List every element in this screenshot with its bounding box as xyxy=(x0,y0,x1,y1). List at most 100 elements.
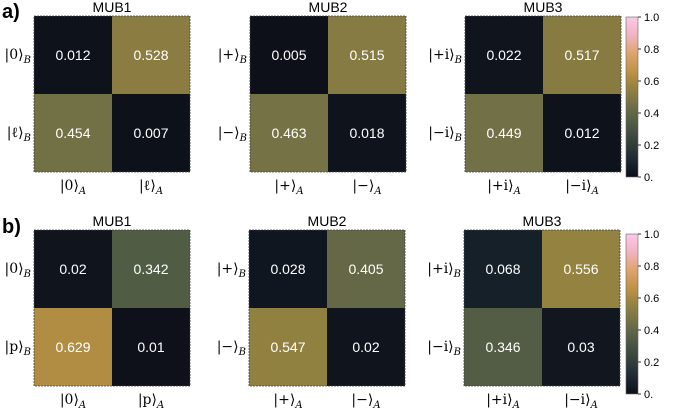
cell-value-label: 0.517 xyxy=(564,47,599,63)
heatmap-cell xyxy=(328,94,406,172)
heatmap-cell xyxy=(328,16,406,94)
row-ket-label: |−i⟩B xyxy=(427,339,461,358)
colorbar-tick-label: 1.0 xyxy=(644,229,659,241)
col-ket-label: |+i⟩A xyxy=(487,178,521,197)
cell-value-label: 0.405 xyxy=(348,261,383,277)
subplot-mub3: MUB3 0.022 0.517 0.449 0.012 |+i⟩B |−i⟩B |+i⟩A |… xyxy=(428,0,622,197)
panel-b: b) MUB1 0.02 0.342 0.629 0.01 |0⟩B |p⟩B |0⟩A |p⟩A… xyxy=(2,213,659,411)
subplot-title: MUB1 xyxy=(93,213,132,229)
grid-frame xyxy=(33,229,191,387)
cell-value-label: 0.012 xyxy=(564,125,599,141)
cell-value-label: 0.028 xyxy=(270,261,305,277)
row-ket-label: |+i⟩B xyxy=(428,47,462,66)
heatmap-cell xyxy=(543,94,621,172)
cell-value-label: 0.068 xyxy=(485,261,520,277)
grid-frame xyxy=(463,229,621,387)
cell-value-label: 0.556 xyxy=(563,261,598,277)
colorbar-frame xyxy=(625,233,639,395)
panel-label: b) xyxy=(2,216,21,238)
colorbar-tick-label: 0.8 xyxy=(644,44,659,56)
colorbar-frame xyxy=(625,16,639,178)
cell-value-label: 0.02 xyxy=(352,339,379,355)
heatmap-cell xyxy=(249,230,327,308)
colorbar-tick-label: 0.4 xyxy=(644,325,659,337)
cell-value-label: 0.515 xyxy=(349,47,384,63)
row-ket-label: |0⟩B xyxy=(5,261,31,280)
colorbar-tick-label: 0.6 xyxy=(644,293,659,305)
heatmap-cell xyxy=(250,16,328,94)
colorbar-tick-label: 0.8 xyxy=(644,261,659,273)
cell-value-label: 0.629 xyxy=(55,339,90,355)
col-ket-label: |−⟩A xyxy=(351,392,380,411)
heatmap-cell xyxy=(112,308,190,386)
row-ket-label: |ℓ⟩B xyxy=(7,125,31,144)
panel-label: a) xyxy=(2,1,20,23)
cell-value-label: 0.01 xyxy=(137,339,164,355)
cell-value-label: 0.547 xyxy=(270,339,305,355)
colorbar-tick-label: 1.0 xyxy=(644,12,659,24)
cell-value-label: 0.346 xyxy=(485,339,520,355)
subplot-title: MUB2 xyxy=(309,0,348,15)
row-ket-label: |0⟩B xyxy=(5,47,31,66)
colorbar-tick-label: 0.6 xyxy=(644,76,659,88)
cell-value-label: 0.012 xyxy=(55,47,90,63)
colorbar-gradient xyxy=(626,234,638,394)
colorbar-gradient xyxy=(626,17,638,177)
subplot-mub2: MUB2 0.028 0.405 0.547 0.02 |+⟩B |−⟩B |+⟩A |−⟩A xyxy=(217,213,406,411)
heatmap-cell xyxy=(464,230,542,308)
colorbar-tick-label: 0.2 xyxy=(644,140,659,152)
cell-value-label: 0.02 xyxy=(59,261,86,277)
cell-value-label: 0.449 xyxy=(486,125,521,141)
heatmap-cell xyxy=(464,308,542,386)
subplot-mub2: MUB2 0.005 0.515 0.463 0.018 |+⟩B |−⟩B |+⟩A |−⟩A xyxy=(218,0,407,197)
row-ket-label: |−i⟩B xyxy=(428,125,462,144)
col-ket-label: |−i⟩A xyxy=(565,178,599,197)
heatmap-cell xyxy=(327,230,405,308)
grid-frame xyxy=(33,15,191,173)
cell-value-label: 0.022 xyxy=(486,47,521,63)
heatmap-cell xyxy=(542,308,620,386)
col-ket-label: |+⟩A xyxy=(274,178,303,197)
col-ket-label: |0⟩A xyxy=(60,392,86,411)
colorbar-tick-label: 0.2 xyxy=(644,357,659,369)
cell-value-label: 0.463 xyxy=(271,125,306,141)
col-ket-label: |−i⟩A xyxy=(564,392,598,411)
heatmap-cell xyxy=(34,94,112,172)
cell-value-label: 0.03 xyxy=(567,339,594,355)
colorbar-tick-label: 0.4 xyxy=(644,108,659,120)
heatmap-cell xyxy=(327,308,405,386)
col-ket-label: |+⟩A xyxy=(273,392,302,411)
heatmap-cell xyxy=(543,16,621,94)
col-ket-label: |+i⟩A xyxy=(486,392,520,411)
colorbar: 1.0 0.8 0.6 0.4 0.2 0. xyxy=(625,229,659,401)
grid-frame xyxy=(464,15,622,173)
colorbar-tick-label: 0. xyxy=(644,172,653,184)
col-ket-label: |0⟩A xyxy=(60,178,86,197)
subplot-title: MUB3 xyxy=(524,0,563,15)
row-ket-label: |p⟩B xyxy=(5,339,32,358)
row-ket-label: |+⟩B xyxy=(218,47,247,66)
heatmap-cell xyxy=(34,230,112,308)
panel-a: a) MUB1 0.012 0.528 0.454 0.007 |0⟩B |ℓ⟩B |0⟩A |ℓ… xyxy=(2,0,659,197)
heatmap-cell xyxy=(249,308,327,386)
heatmap-cell xyxy=(112,94,190,172)
cell-value-label: 0.007 xyxy=(133,125,168,141)
heatmap-cell xyxy=(250,94,328,172)
colorbar-tick-label: 0. xyxy=(644,389,653,401)
subplot-title: MUB2 xyxy=(308,213,347,229)
heatmap-cell xyxy=(34,16,112,94)
row-ket-label: |−⟩B xyxy=(218,125,247,144)
row-ket-label: |+⟩B xyxy=(217,261,246,280)
cell-value-label: 0.342 xyxy=(133,261,168,277)
subplot-mub1: MUB1 0.012 0.528 0.454 0.007 |0⟩B |ℓ⟩B |0⟩A |ℓ⟩A xyxy=(5,0,191,197)
cell-value-label: 0.454 xyxy=(55,125,90,141)
col-ket-label: |−⟩A xyxy=(352,178,381,197)
heatmap-cell xyxy=(112,16,190,94)
subplot-mub3: MUB3 0.068 0.556 0.346 0.03 |+i⟩B |−i⟩B |+i⟩A |−… xyxy=(427,213,621,411)
row-ket-label: |−⟩B xyxy=(217,339,246,358)
heatmap-cell xyxy=(542,230,620,308)
heatmap-cell xyxy=(465,16,543,94)
cell-value-label: 0.018 xyxy=(349,125,384,141)
cell-value-label: 0.005 xyxy=(271,47,306,63)
